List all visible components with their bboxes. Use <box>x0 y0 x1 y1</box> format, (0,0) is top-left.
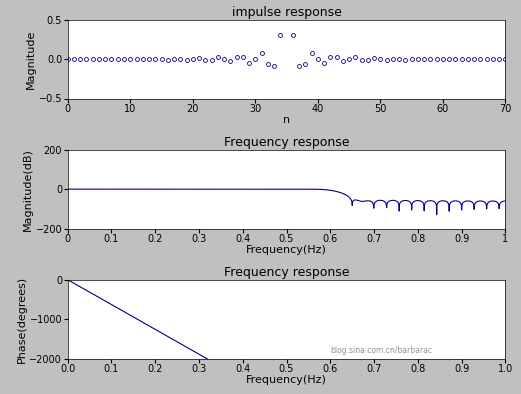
X-axis label: n: n <box>283 115 290 125</box>
Title: impulse response: impulse response <box>232 6 341 19</box>
Text: blog.sina.com.cn/barbarac: blog.sina.com.cn/barbarac <box>330 346 432 355</box>
X-axis label: Frequency(Hz): Frequency(Hz) <box>246 245 327 255</box>
Y-axis label: Magnitude: Magnitude <box>26 30 36 89</box>
Y-axis label: Magnitude(dB): Magnitude(dB) <box>23 148 33 230</box>
Title: Frequency response: Frequency response <box>224 136 349 149</box>
X-axis label: Frequency(Hz): Frequency(Hz) <box>246 375 327 385</box>
Title: Frequency response: Frequency response <box>224 266 349 279</box>
Y-axis label: Phase(degrees): Phase(degrees) <box>17 275 27 363</box>
